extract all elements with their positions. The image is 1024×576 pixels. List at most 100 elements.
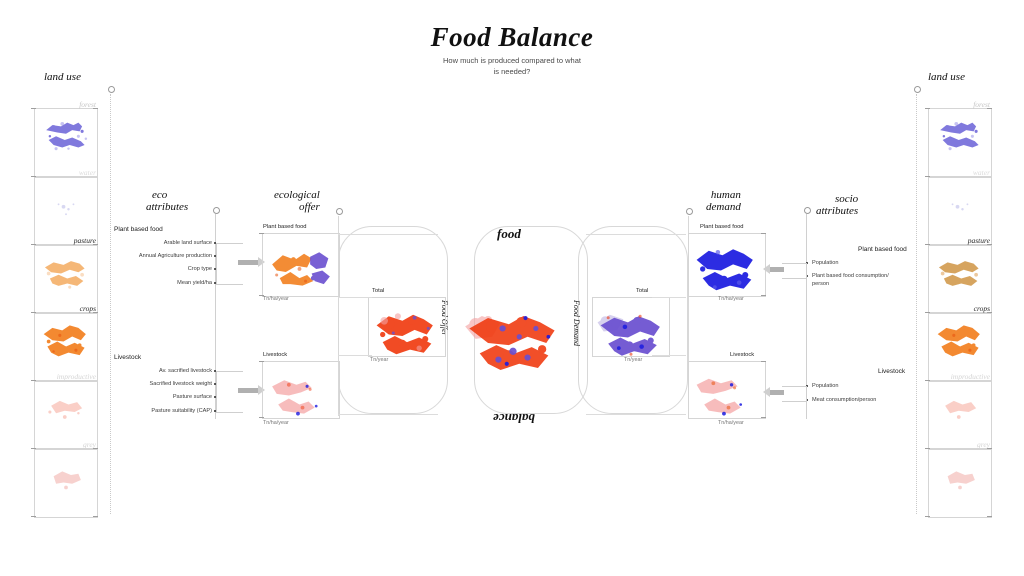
land-use-left-label-crops: crops (79, 304, 96, 313)
eco-bracket-livestock (216, 371, 243, 413)
human-demand-panel-livestock[interactable] (688, 361, 766, 419)
socio-attr-population-plant[interactable]: Population (812, 260, 839, 266)
offer-livestock-map (272, 380, 318, 416)
socio-dot-4 (806, 399, 809, 402)
offer-panel-plant[interactable] (262, 233, 340, 297)
page-subtitle: How much is produced compared to what is… (0, 56, 1024, 78)
land-use-left-panel-grey[interactable] (34, 448, 98, 518)
water-map-right (951, 203, 969, 211)
land-use-left-panel-forest[interactable] (34, 108, 98, 178)
land-use-right-node[interactable] (914, 86, 921, 93)
food-balance-map-panel[interactable] (460, 290, 566, 371)
socio-attr-meat-consumption[interactable]: Meat consumption/person (812, 397, 877, 403)
eco-dot-8 (214, 410, 217, 413)
subtitle-line-2: is needed? (493, 66, 531, 76)
eco-attr-annual-agriculture-production[interactable]: Annual Agriculture production (138, 253, 212, 259)
socio-attr-population-livestock[interactable]: Population (812, 383, 839, 389)
demand-conn-top (586, 234, 686, 235)
land-use-left-panel-crops[interactable] (34, 312, 98, 382)
water-map-left (57, 203, 75, 216)
offer-total-map (376, 313, 433, 355)
eco-dot-1 (214, 242, 217, 245)
socio-arrow-livestock (770, 390, 784, 395)
land-use-right-panel-improductive[interactable] (928, 380, 992, 450)
eco-attr-pasture-suitability[interactable]: Pasture suitability (CAP) (151, 408, 212, 414)
socio-arrow-head-plant (763, 264, 770, 274)
grey-map-right (947, 471, 975, 490)
land-use-right-panel-crops[interactable] (928, 312, 992, 382)
human-demand-panel-label-plant: Plant based food (700, 224, 744, 230)
land-use-left-panel-improductive[interactable] (34, 380, 98, 450)
demand-total-label: Total (636, 288, 649, 294)
land-use-right-panel-forest[interactable] (928, 108, 992, 178)
offer-panel-livestock[interactable] (262, 361, 340, 419)
land-use-right-axis (916, 94, 917, 514)
socio-dot-1 (806, 262, 809, 265)
human-demand-panel-plant[interactable] (688, 233, 766, 297)
socio-attributes-title-word1: socio (834, 193, 859, 205)
land-use-right-label-grey: grey (976, 440, 990, 449)
ecological-offer-node[interactable] (336, 208, 343, 215)
land-use-left-label-grey: grey (82, 440, 96, 449)
eco-dot-7 (214, 396, 217, 399)
eco-dot-5 (214, 370, 217, 373)
socio-attributes-title-word2: attributes (816, 204, 859, 217)
eco-dot-4 (214, 282, 217, 285)
land-use-left-axis (110, 94, 111, 514)
land-use-right-label-crops: crops (973, 304, 990, 313)
land-use-right-label-water: water (972, 168, 990, 177)
improductive-map-left (48, 400, 83, 419)
eco-attributes-title-word1: eco (152, 189, 168, 201)
land-use-right-panel-pasture[interactable] (928, 244, 992, 314)
forest-map-right (940, 122, 979, 151)
ecological-offer-title-word2: offer (299, 200, 320, 213)
human-demand-unit-livestock: Tn/ha/year (718, 420, 744, 426)
ecological-offer-title: ecological offer (268, 189, 320, 213)
eco-group-label-livestock: Livestock (114, 354, 142, 361)
demand-total-panel[interactable] (592, 297, 670, 357)
center-word-food: food (497, 226, 521, 241)
eco-arrow-head-plant (258, 257, 265, 267)
land-use-right-title: land use (928, 71, 965, 83)
eco-attr-mean-yield[interactable]: Mean yield/ha (177, 280, 212, 286)
subtitle-line-1: How much is produced compared to what (443, 56, 581, 65)
land-use-left-panel-pasture[interactable] (34, 244, 98, 314)
land-use-left-node[interactable] (108, 86, 115, 93)
offer-total-panel[interactable] (368, 297, 446, 357)
socio-attr-plant-consumption[interactable]: Plant based food consumption/ person (812, 273, 889, 287)
land-use-left-panel-water[interactable] (34, 176, 98, 246)
offer-conn-top (338, 234, 438, 235)
eco-attr-sacrified-livestock-weight[interactable]: Sacrified livestock weight (149, 381, 213, 387)
eco-arrow-head-livestock (258, 385, 265, 395)
demand-conn-bottom (586, 414, 686, 415)
offer-unit-plant: Tn/ha/year (263, 296, 289, 302)
eco-attr-pasture-surface[interactable]: Pasture surface (172, 394, 212, 400)
land-use-right-panel-grey[interactable] (928, 448, 992, 518)
socio-bracket-plant (782, 263, 807, 279)
socio-arrow-plant (770, 267, 784, 272)
grey-map-left (53, 471, 81, 490)
eco-attr-arable-land-surface[interactable]: Arable land surface (163, 240, 212, 246)
land-use-right-panel-water[interactable] (928, 176, 992, 246)
socio-attributes-node[interactable] (804, 207, 811, 214)
socio-bracket-livestock (782, 386, 807, 402)
eco-attributes-node[interactable] (213, 207, 220, 214)
human-demand-node[interactable] (686, 208, 693, 215)
offer-panel-label-livestock: Livestock (263, 352, 288, 358)
ecological-offer-title-word1: ecological (274, 189, 320, 201)
eco-attributes-title: eco attributes (146, 189, 189, 213)
socio-dot-3 (806, 385, 809, 388)
eco-arrow-livestock (238, 388, 258, 393)
socio-group-label-livestock: Livestock (878, 368, 906, 375)
center-word-balance: balance (493, 411, 535, 426)
human-demand-axis (688, 216, 689, 416)
eco-group-label-plant: Plant based food (114, 226, 163, 233)
land-use-left-label-improductive: improductive (56, 372, 96, 381)
eco-attr-crop-type[interactable]: Crop type (187, 266, 212, 272)
food-demand-group-label: Food Demand (572, 300, 581, 346)
socio-dot-2 (806, 275, 809, 278)
eco-attributes-title-word2: attributes (146, 200, 189, 213)
human-demand-title-word2: demand (706, 200, 741, 213)
eco-attr-av-sacrified-livestock[interactable]: Av. sacrified livestock (159, 368, 212, 374)
land-use-right-label-pasture: pasture (967, 236, 990, 245)
